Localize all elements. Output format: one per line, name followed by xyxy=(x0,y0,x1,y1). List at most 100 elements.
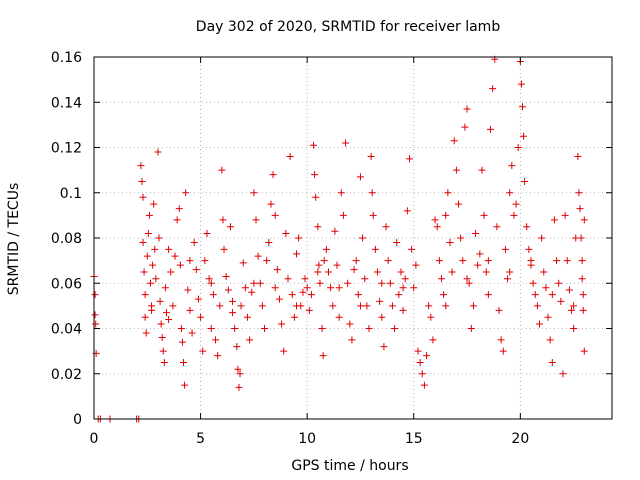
data-point xyxy=(533,302,541,310)
data-point xyxy=(209,291,217,299)
data-point xyxy=(354,291,362,299)
data-point xyxy=(207,279,215,287)
data-point xyxy=(236,370,244,378)
data-point xyxy=(489,85,497,93)
data-point xyxy=(344,279,352,287)
data-point xyxy=(440,291,448,299)
data-point xyxy=(295,234,303,242)
data-point xyxy=(525,245,533,253)
data-point xyxy=(378,279,386,287)
data-point xyxy=(459,257,467,265)
data-point xyxy=(271,284,279,292)
data-point xyxy=(448,268,456,276)
axes: 0 0.02 0.04 0.06 0.08 0.1 0.12 0.14 0.16 0 5 10 15 20 xyxy=(51,50,613,447)
data-point xyxy=(578,275,586,283)
data-point xyxy=(192,266,200,274)
data-point xyxy=(229,309,237,317)
data-point xyxy=(324,268,332,276)
data-point xyxy=(408,245,416,253)
data-point xyxy=(333,261,341,269)
data-point xyxy=(301,275,309,283)
data-point xyxy=(399,284,407,292)
data-point xyxy=(190,239,198,247)
data-point xyxy=(382,223,390,231)
data-point xyxy=(403,207,411,215)
data-point xyxy=(188,329,196,337)
data-point xyxy=(184,286,192,294)
data-point xyxy=(517,80,525,88)
data-point xyxy=(391,325,399,332)
data-point xyxy=(380,343,388,351)
data-point xyxy=(231,325,239,332)
y-tick-label: 0.16 xyxy=(51,50,82,66)
data-point xyxy=(160,358,168,366)
data-point xyxy=(194,295,202,303)
data-point xyxy=(450,137,458,145)
data-point xyxy=(536,320,544,328)
data-point xyxy=(401,275,409,283)
data-point xyxy=(175,205,183,213)
data-point xyxy=(550,216,558,224)
data-point xyxy=(514,144,522,151)
data-point xyxy=(248,288,256,296)
x-axis-title: GPS time / hours xyxy=(291,458,408,474)
data-point xyxy=(457,234,465,242)
data-point xyxy=(199,347,207,355)
data-point xyxy=(342,139,350,147)
data-point xyxy=(476,250,484,258)
data-point xyxy=(567,306,575,314)
data-point xyxy=(352,257,360,265)
data-point xyxy=(299,288,307,296)
data-point xyxy=(149,261,157,269)
data-point xyxy=(339,211,347,219)
data-point xyxy=(484,257,492,265)
data-point xyxy=(91,311,99,319)
data-point xyxy=(150,200,158,208)
x-tick-label: 5 xyxy=(196,431,205,447)
data-point xyxy=(416,358,424,366)
data-point xyxy=(521,177,529,185)
data-point xyxy=(365,325,373,332)
data-point xyxy=(312,193,320,201)
data-point xyxy=(145,211,153,219)
data-point xyxy=(480,211,488,219)
data-point xyxy=(482,268,490,276)
data-point xyxy=(140,268,148,276)
data-point xyxy=(561,211,569,219)
data-point xyxy=(495,306,503,314)
data-point xyxy=(186,306,194,314)
data-point xyxy=(335,284,343,292)
data-point xyxy=(518,103,526,111)
y-tick-label: 0.08 xyxy=(51,231,82,247)
data-point xyxy=(280,347,288,355)
data-point xyxy=(155,234,163,242)
data-point xyxy=(91,291,99,299)
data-point xyxy=(363,302,371,310)
data-point xyxy=(180,358,188,366)
data-point xyxy=(512,200,520,208)
data-point xyxy=(444,189,452,197)
data-point xyxy=(574,153,582,161)
data-point xyxy=(563,257,571,265)
data-point xyxy=(418,370,426,378)
data-point xyxy=(171,252,179,260)
data-point xyxy=(544,313,552,321)
plot-frame xyxy=(93,56,613,420)
data-point xyxy=(369,211,377,219)
data-point xyxy=(212,336,220,344)
data-point xyxy=(250,279,258,287)
data-point xyxy=(141,291,149,299)
data-point xyxy=(169,302,177,310)
data-point xyxy=(384,257,392,265)
data-point xyxy=(442,211,450,219)
data-point xyxy=(540,268,548,276)
data-point xyxy=(538,234,546,242)
data-point xyxy=(527,257,535,265)
data-point xyxy=(465,279,473,287)
data-point xyxy=(254,252,262,260)
x-tick-label: 15 xyxy=(405,431,423,447)
data-point xyxy=(139,193,147,201)
data-point xyxy=(414,347,422,355)
data-point xyxy=(576,205,584,213)
data-point xyxy=(290,313,298,321)
